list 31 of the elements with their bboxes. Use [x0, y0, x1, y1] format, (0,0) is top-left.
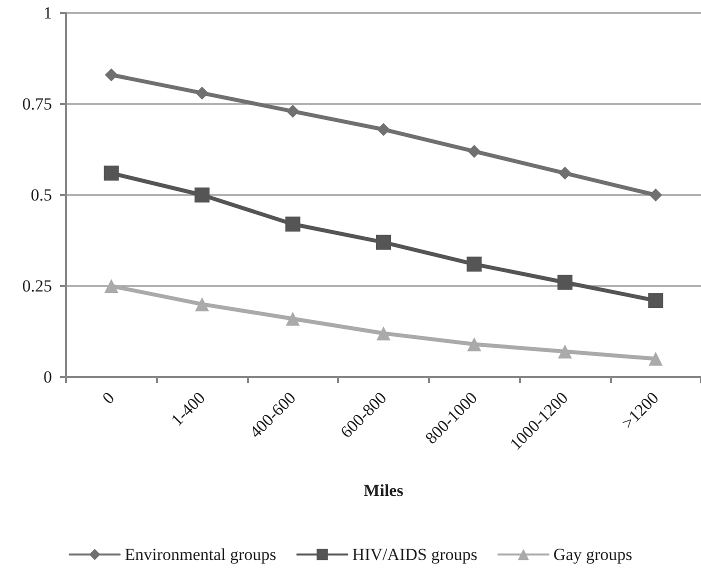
y-tick-label: 1 [44, 4, 52, 22]
point [104, 279, 118, 293]
point [376, 326, 390, 340]
point [648, 352, 663, 366]
point [648, 293, 664, 308]
y-tick-label: 0.25 [22, 276, 52, 296]
point [104, 68, 118, 82]
point [468, 144, 481, 158]
point [558, 344, 572, 359]
point [285, 216, 300, 232]
point [377, 122, 390, 136]
legend-label: HIV/AIDS groups [352, 545, 478, 564]
x-tick-label: 0 [98, 388, 118, 408]
point [104, 166, 119, 181]
point [558, 166, 572, 180]
point [376, 234, 391, 250]
point [286, 104, 300, 118]
x-axis-title: Miles [364, 481, 404, 500]
point [194, 188, 210, 202]
point [649, 188, 662, 202]
y-tick-label: 0 [44, 368, 52, 386]
point [467, 337, 482, 352]
point [557, 274, 572, 290]
point [286, 312, 300, 326]
point [195, 297, 210, 312]
point [196, 86, 209, 100]
y-tick-label: 0.5 [30, 186, 52, 204]
legend-label: Environmental groups [124, 545, 276, 564]
legend-label: Gay groups [553, 545, 632, 564]
y-tick-label: 0.75 [22, 94, 52, 114]
point [466, 256, 482, 272]
